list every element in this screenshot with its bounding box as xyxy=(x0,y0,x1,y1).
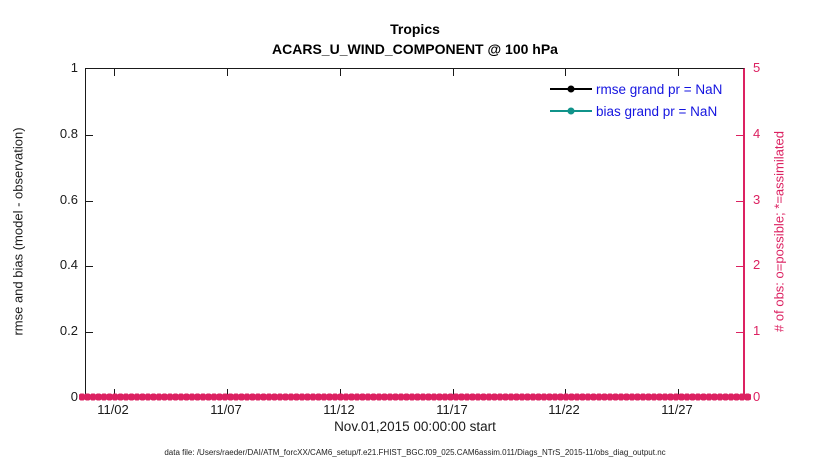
bias-line-sample xyxy=(550,107,592,115)
top-axis-tick-mark xyxy=(565,69,566,76)
x-axis-label: Nov.01,2015 00:00:00 start xyxy=(334,419,496,434)
x-tick-label: 11/27 xyxy=(661,402,693,417)
top-axis-tick-mark xyxy=(114,69,115,76)
x-tick-label: 11/02 xyxy=(97,402,129,417)
left-axis-tick-mark xyxy=(86,266,93,267)
right-axis-tick-mark xyxy=(736,201,743,202)
right-ytick-label: 2 xyxy=(753,257,761,272)
x-tick-label: 11/12 xyxy=(323,402,355,417)
x-tick-label: 11/17 xyxy=(436,402,468,417)
right-y-axis-label: # of obs: o=possible; *=assimilated xyxy=(771,131,787,332)
legend-entry-bias: bias grand pr = NaN xyxy=(550,100,722,122)
legend: rmse grand pr = NaN bias grand pr = NaN xyxy=(550,78,722,122)
left-y-axis-label: rmse and bias (model - observation) xyxy=(10,127,26,336)
right-axis-tick-mark xyxy=(736,332,743,333)
left-ytick-label: 0 xyxy=(70,389,78,404)
rmse-line-sample xyxy=(550,85,592,93)
top-axis-tick-mark xyxy=(678,69,679,76)
right-ytick-label: 0 xyxy=(753,389,761,404)
legend-label-rmse: rmse grand pr = NaN xyxy=(596,81,723,97)
x-tick-label: 11/22 xyxy=(548,402,580,417)
right-ytick-label: 5 xyxy=(753,60,761,75)
right-ytick-label: 3 xyxy=(753,192,761,207)
legend-entry-rmse: rmse grand pr = NaN xyxy=(550,78,722,100)
chart-title-region: Tropics xyxy=(390,21,440,37)
right-ytick-label: 1 xyxy=(753,323,761,338)
x-tick-label: 11/07 xyxy=(210,402,242,417)
right-axis-tick-mark xyxy=(736,135,743,136)
left-ytick-label: 0.8 xyxy=(59,126,78,141)
left-ytick-label: 1 xyxy=(70,60,78,75)
plot-area xyxy=(85,68,745,397)
rmse-marker-icon xyxy=(567,85,575,93)
left-ytick-label: 0.6 xyxy=(59,192,78,207)
top-axis-tick-mark xyxy=(453,69,454,76)
legend-label-bias: bias grand pr = NaN xyxy=(596,103,718,119)
right-axis-tick-mark xyxy=(736,266,743,267)
left-ytick-label: 0.4 xyxy=(59,257,78,272)
left-axis-tick-mark xyxy=(86,201,93,202)
chart-subtitle: ACARS_U_WIND_COMPONENT @ 100 hPa xyxy=(272,41,558,57)
data-file-path: data file: /Users/raeder/DAI/ATM_forcXX/… xyxy=(164,448,666,457)
right-ytick-label: 4 xyxy=(753,126,761,141)
top-axis-tick-mark xyxy=(340,69,341,76)
obs-count-marker-band xyxy=(79,392,751,402)
left-axis-tick-mark xyxy=(86,135,93,136)
top-axis-tick-mark xyxy=(227,69,228,76)
bias-marker-icon xyxy=(567,107,575,115)
left-ytick-label: 0.2 xyxy=(59,323,78,338)
left-axis-tick-mark xyxy=(86,332,93,333)
